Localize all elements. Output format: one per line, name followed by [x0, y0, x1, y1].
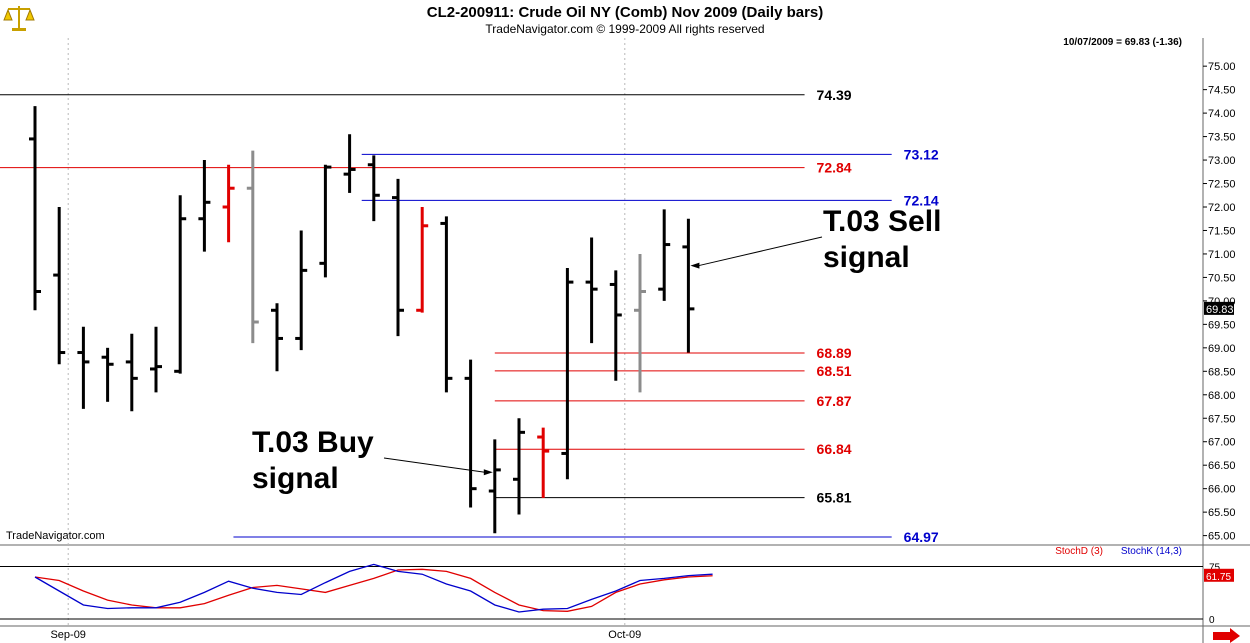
watermark-text: TradeNavigator.com	[6, 530, 105, 542]
ohlc-bar	[319, 164, 332, 278]
ohlc-bar	[29, 106, 41, 311]
stoch-series-line	[34, 568, 713, 612]
y-tick-label: 71.00	[1208, 249, 1236, 261]
level-label: 72.14	[904, 192, 939, 208]
chart-title: CL2-200911: Crude Oil NY (Comb) Nov 2009…	[427, 4, 824, 21]
ohlc-bar	[77, 326, 90, 409]
annotation-arrow-head	[483, 469, 493, 476]
y-tick-label: 67.50	[1208, 413, 1236, 425]
y-tick-label: 69.00	[1208, 343, 1236, 355]
stochd-legend: StochD (3)	[1055, 546, 1103, 557]
current-price-marker	[1204, 301, 1234, 315]
x-tick-label: Oct-09	[608, 629, 641, 641]
annotation-arrow-head	[690, 262, 700, 269]
y-tick-label: 68.00	[1208, 390, 1236, 402]
annotation-arrow-line	[698, 236, 823, 267]
y-tick-label: 74.00	[1208, 108, 1236, 120]
x-axis: Sep-09 Oct-09	[50, 629, 641, 641]
ohlc-bar	[295, 230, 308, 351]
ohlc-bar	[343, 134, 356, 193]
y-tick-label: 74.50	[1208, 85, 1236, 97]
stochk-legend: StochK (14,3)	[1121, 546, 1182, 557]
ohlc-bar	[222, 164, 235, 243]
ohlc-bar	[392, 178, 404, 337]
stoch-value-label: 61.75	[1206, 572, 1231, 583]
annotation-text: T.03 Buy	[252, 426, 374, 459]
logo	[3, 6, 35, 31]
level-label: 67.87	[817, 393, 852, 409]
level-label: 72.84	[817, 160, 852, 176]
signal-levels: 74.39 73.12 72.84 72.14 68.89 68.51 67.87 66.84…	[0, 87, 939, 545]
level-label: 74.39	[817, 87, 852, 103]
ohlc-bar	[513, 418, 525, 515]
ohlc-bar	[125, 333, 138, 412]
red-arrow-right-icon[interactable]	[1213, 628, 1240, 643]
ohlc-bar	[416, 207, 429, 313]
level-label: 68.89	[817, 345, 852, 361]
scales-icon	[3, 6, 35, 31]
price-bars	[29, 106, 695, 534]
ohlc-bar	[488, 439, 501, 534]
annotation-text: signal	[252, 462, 339, 495]
copyright-text: TradeNavigator.com © 1999-2009 All right…	[485, 22, 764, 36]
stochastic-panel: 75 0 StochD (3) StochK (14,3) 61.75	[0, 546, 1234, 626]
annotation-text: signal	[823, 241, 910, 274]
ohlc-bar	[101, 347, 114, 402]
ohlc-bar	[53, 207, 66, 365]
ohlc-bar	[609, 270, 622, 381]
ohlc-bar	[198, 160, 211, 252]
y-tick-label: 73.50	[1208, 132, 1236, 144]
stoch-tick-label: 75	[1209, 563, 1221, 574]
level-label: 73.12	[904, 146, 939, 162]
y-tick-label: 72.50	[1208, 179, 1236, 191]
ohlc-bar	[367, 155, 380, 222]
y-tick-label: 66.50	[1208, 460, 1236, 472]
stoch-value-marker	[1204, 568, 1234, 582]
y-tick-label: 73.00	[1208, 155, 1236, 167]
x-tick-label: Sep-09	[50, 629, 85, 641]
ohlc-bar	[634, 253, 646, 393]
ohlc-bar	[440, 216, 453, 393]
ohlc-bar	[585, 237, 598, 344]
last-quote-text: 10/07/2009 = 69.83 (-1.36)	[1063, 37, 1182, 48]
y-axis: 75.00 74.50 74.00 73.50 73.00 72.50 72.00 71.50…	[1203, 61, 1236, 543]
ohlc-bar	[658, 209, 671, 301]
grid	[67, 38, 626, 626]
y-tick-label: 70.50	[1208, 272, 1236, 284]
y-tick-label: 66.00	[1208, 484, 1236, 496]
stoch-tick-label: 0	[1209, 615, 1215, 626]
y-tick-label: 71.50	[1208, 225, 1236, 237]
ohlc-bar	[174, 195, 187, 374]
ohlc-bar	[271, 303, 283, 372]
annotation-arrow-line	[383, 457, 485, 473]
y-tick-label: 65.50	[1208, 507, 1236, 519]
level-label: 65.81	[817, 490, 852, 506]
y-tick-label: 65.00	[1208, 531, 1236, 543]
annotation-text: T.03 Sell	[823, 205, 941, 238]
y-tick-label: 69.50	[1208, 319, 1236, 331]
current-price-label: 69.83	[1206, 304, 1234, 316]
level-label: 68.51	[817, 363, 852, 379]
stoch-series-line	[34, 563, 713, 613]
y-tick-label: 72.00	[1208, 202, 1236, 214]
level-label: 66.84	[817, 441, 852, 457]
ohlc-bar	[561, 268, 574, 480]
ohlc-bar	[537, 427, 550, 499]
ohlc-bar	[464, 359, 477, 508]
ohlc-bar	[682, 218, 695, 353]
level-label: 64.97	[904, 529, 939, 545]
y-tick-label: 75.00	[1208, 61, 1236, 73]
ohlc-bar	[246, 150, 259, 344]
y-tick-label: 68.50	[1208, 366, 1236, 378]
y-tick-label: 67.00	[1208, 437, 1236, 449]
ohlc-bar	[150, 326, 162, 393]
